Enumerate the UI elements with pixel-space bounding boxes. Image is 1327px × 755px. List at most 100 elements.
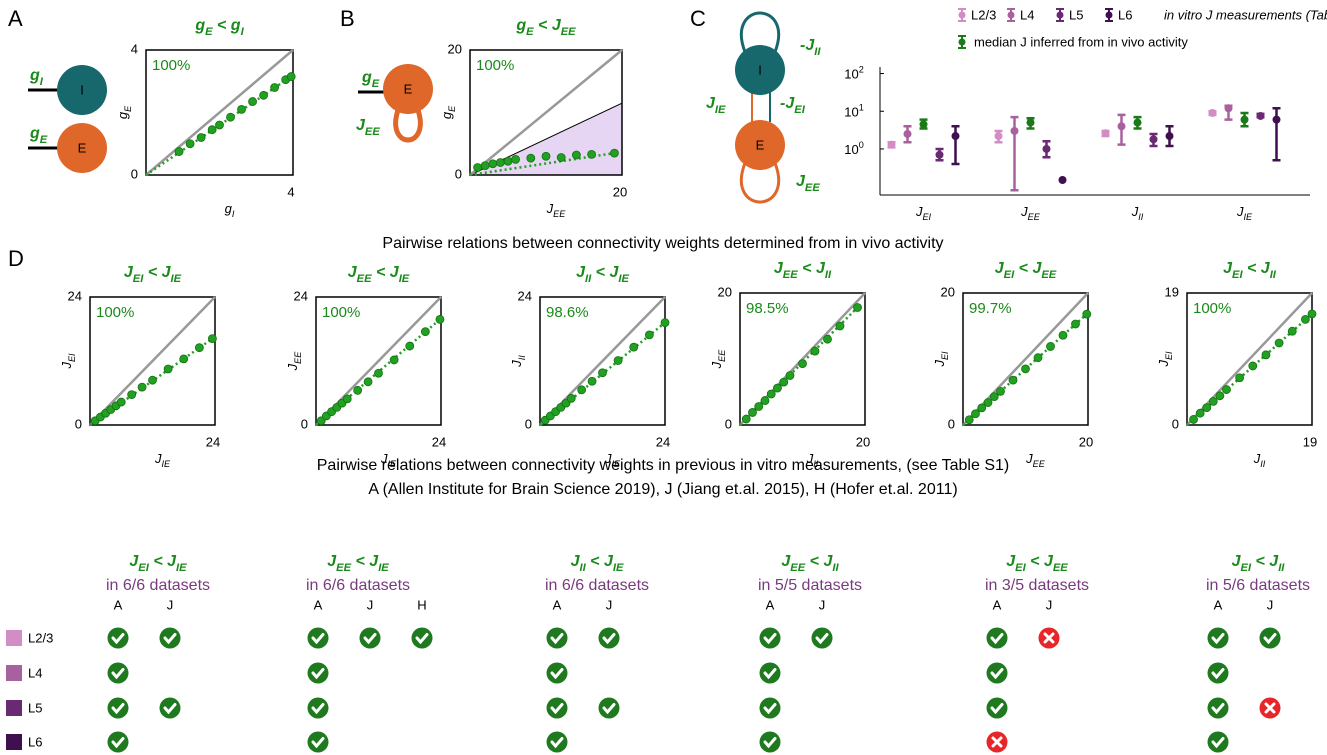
edge-label-part: -J [800, 37, 815, 54]
column-title-part: J [781, 553, 791, 570]
point [1261, 350, 1271, 360]
dataset-label: H [417, 597, 426, 612]
y-axis-label-part: J [932, 360, 947, 368]
x-axis-label-part: J [1253, 451, 1261, 466]
legend-icon [958, 38, 966, 46]
plot-frame [962, 292, 1089, 426]
icon-glyph [311, 668, 325, 680]
edge-label: gE [29, 125, 48, 146]
edge-label-part: EE [805, 182, 820, 194]
column-title-part: EI [1015, 562, 1026, 574]
y-tick-label: 0 [525, 416, 532, 431]
point [473, 163, 483, 172]
point [587, 149, 596, 159]
edge-label: JIE [706, 95, 726, 116]
point [259, 90, 269, 100]
icon-glyph [763, 633, 777, 645]
point [887, 140, 896, 149]
legend-icon [1105, 11, 1113, 19]
point [1058, 330, 1068, 340]
check-icon [759, 662, 781, 684]
point [185, 139, 195, 149]
icon-glyph [763, 668, 777, 680]
y-axis-label-part: J [509, 360, 524, 368]
point [286, 72, 296, 81]
legend-icon [1007, 11, 1015, 19]
point [389, 355, 399, 365]
column-subtitle: in 6/6 datasets [106, 577, 210, 594]
point [1189, 415, 1198, 424]
column-title-part: IE [378, 562, 389, 574]
point [163, 364, 173, 374]
chart-title: JEI < JII [1223, 260, 1277, 281]
column-title-part: EI [138, 562, 149, 574]
plot-frame [739, 292, 866, 426]
row-label: L4 [28, 665, 42, 680]
annotation: 100% [322, 304, 360, 321]
column-title-part: IE [613, 562, 624, 574]
chart-title-part: J [774, 260, 784, 277]
point [1248, 361, 1258, 371]
chart-title-part: EE [1041, 269, 1056, 281]
check-icon [759, 627, 781, 649]
edge-label-part: EI [794, 104, 805, 116]
x-tick-label-part: J [1020, 204, 1028, 219]
annotation: 100% [152, 57, 190, 74]
icon-glyph [363, 633, 377, 645]
point [435, 314, 445, 324]
icon-glyph [991, 736, 1003, 748]
x-tick-label: JIE [1236, 204, 1253, 222]
y-tick-label: 0 [948, 416, 955, 431]
row-label: L6 [28, 734, 42, 749]
point [1202, 403, 1212, 413]
dataset-label: J [367, 597, 374, 612]
point [148, 375, 157, 385]
edge-label-part: EE [365, 126, 380, 138]
icon-glyph [1211, 703, 1225, 715]
edge-label: gI [29, 67, 44, 88]
error-bar [951, 125, 960, 166]
chart-title-part: < J [798, 260, 826, 277]
point [1222, 385, 1231, 394]
point [1010, 126, 1019, 135]
point [1117, 122, 1126, 131]
column-title-part: EI [1240, 562, 1251, 574]
icon-glyph [111, 668, 125, 680]
point [919, 120, 928, 129]
x-tick-label-part: J [1236, 204, 1244, 219]
y-axis-label-part: EE [293, 351, 303, 364]
chart-title-part: E [205, 26, 213, 38]
x-axis-label-part: J [154, 451, 162, 466]
point [1026, 118, 1035, 127]
point [556, 153, 566, 162]
check-icon [1207, 731, 1229, 753]
point [215, 120, 224, 130]
column-title-part: < J [586, 553, 614, 570]
point [996, 386, 1005, 396]
x-axis-label: JII [1253, 451, 1266, 469]
annotation: 98.5% [746, 300, 789, 317]
cross-icon [1259, 697, 1281, 719]
y-axis-label-part: EI [1164, 351, 1174, 360]
point [226, 112, 235, 122]
x-tick-label-part: EI [922, 212, 931, 222]
edge-label-part: I [40, 76, 44, 88]
tick-exponent: 2 [859, 65, 864, 75]
heading: Pairwise relations between connectivity … [382, 235, 943, 252]
column-title-part: < J [351, 553, 379, 570]
column-title-part: J [571, 553, 581, 570]
y-tick-label: 100 [844, 140, 864, 157]
check-icon [811, 627, 833, 649]
point [174, 147, 184, 156]
chart-title-part: < J [1014, 260, 1042, 277]
point [1058, 176, 1067, 185]
y-tick-label: 20 [941, 284, 955, 299]
point [971, 409, 980, 419]
point [1208, 108, 1217, 117]
point [1008, 375, 1018, 385]
point [598, 368, 607, 378]
chart-title-part: I [241, 26, 245, 38]
column-title: JEE < JIE [327, 553, 389, 574]
column-subtitle: in 6/6 datasets [306, 577, 410, 594]
point [480, 161, 490, 171]
